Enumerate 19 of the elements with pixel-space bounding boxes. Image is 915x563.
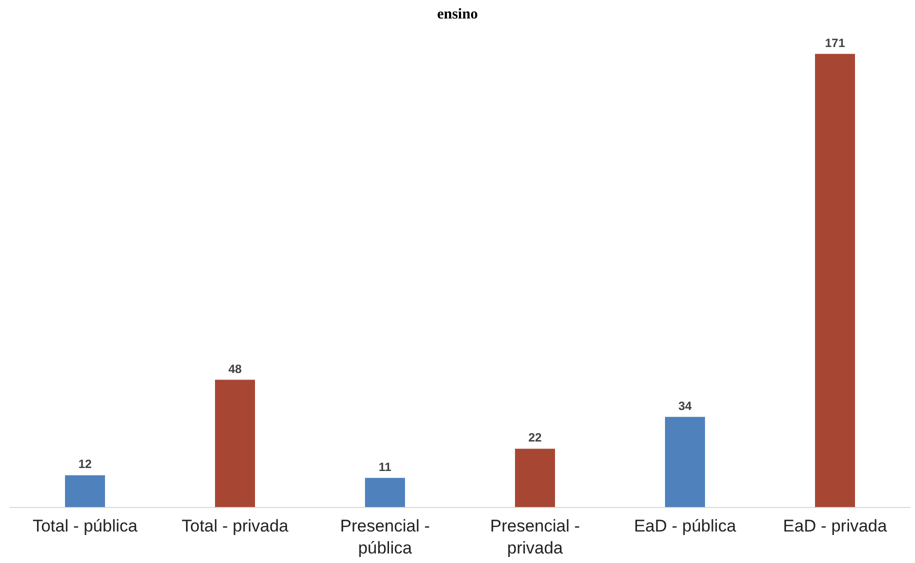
bar: [215, 380, 255, 507]
data-label: 12: [78, 457, 92, 472]
data-label: 11: [378, 460, 392, 474]
bar: [515, 448, 555, 507]
data-label: 22: [528, 430, 542, 445]
bar: [365, 478, 405, 507]
x-tick-label: Presencial - pública: [340, 516, 430, 558]
chart-title: ensino: [437, 6, 478, 22]
bar: [65, 475, 105, 507]
x-tick-label: EaD - privada: [783, 516, 888, 536]
data-label: 34: [678, 398, 692, 413]
data-label: 48: [228, 362, 242, 376]
data-label: 171: [824, 36, 846, 50]
bar: [665, 416, 705, 507]
x-tick-label: Presencial - privada: [490, 516, 580, 558]
x-tick-label: EaD - pública: [634, 516, 737, 536]
x-tick-label: Total - pública: [32, 516, 138, 536]
x-tick-label: Total - privada: [182, 516, 289, 536]
bar: [815, 54, 855, 507]
